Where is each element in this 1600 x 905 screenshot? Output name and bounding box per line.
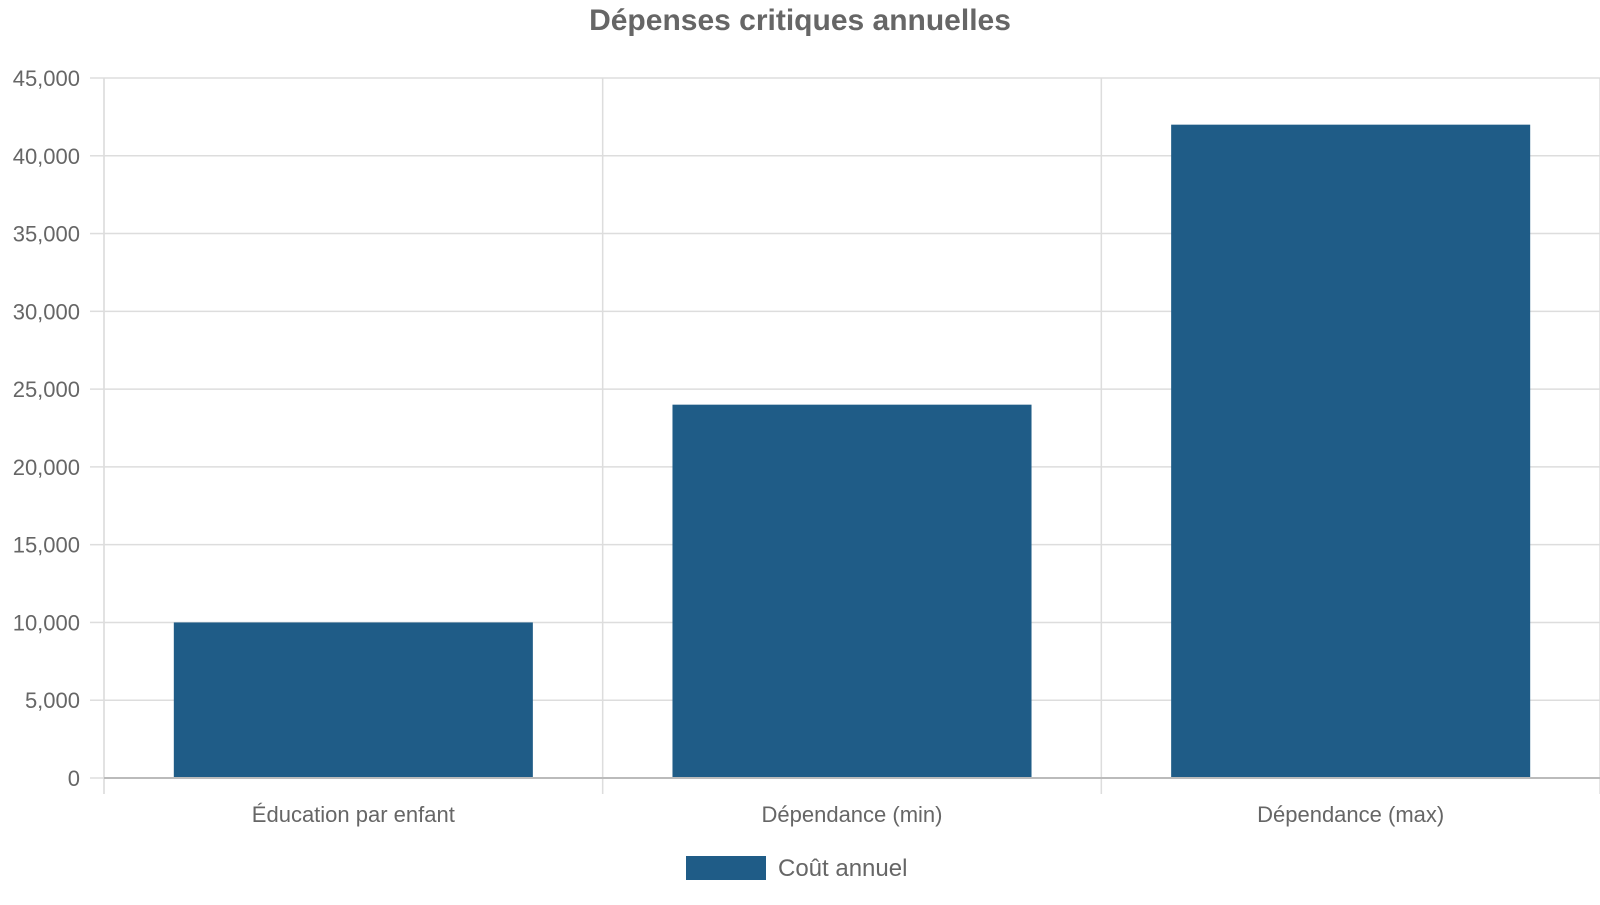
y-tick-label: 45,000 — [13, 66, 80, 91]
x-tick-label: Éducation par enfant — [252, 802, 455, 827]
y-tick-label: 40,000 — [13, 144, 80, 169]
y-tick-label: 5,000 — [25, 688, 80, 713]
legend: Coût annuel — [686, 855, 907, 882]
y-tick-label: 15,000 — [13, 533, 80, 558]
axes — [90, 77, 1600, 794]
x-tick-label: Dépendance (max) — [1257, 802, 1444, 827]
legend-label: Coût annuel — [778, 855, 907, 882]
bar — [672, 404, 1032, 778]
y-tick-label: 0 — [68, 766, 80, 791]
bars — [173, 124, 1531, 778]
chart-title: Dépenses critiques annuelles — [589, 4, 1011, 37]
y-tick-label: 25,000 — [13, 377, 80, 402]
y-tick-label: 35,000 — [13, 222, 80, 247]
bar — [173, 622, 533, 778]
legend-swatch — [686, 856, 766, 880]
y-tick-labels: 0 5,000 10,000 15,000 20,000 25,000 30,000 35,0… — [13, 66, 80, 791]
y-tick-label: 10,000 — [13, 610, 80, 635]
bar — [1171, 124, 1531, 778]
x-tick-labels: Éducation par enfant Dépendance (min) Dépe… — [252, 802, 1444, 827]
x-tick-label: Dépendance (min) — [762, 802, 943, 827]
y-tick-label: 30,000 — [13, 299, 80, 324]
y-tick-label: 20,000 — [13, 455, 80, 480]
